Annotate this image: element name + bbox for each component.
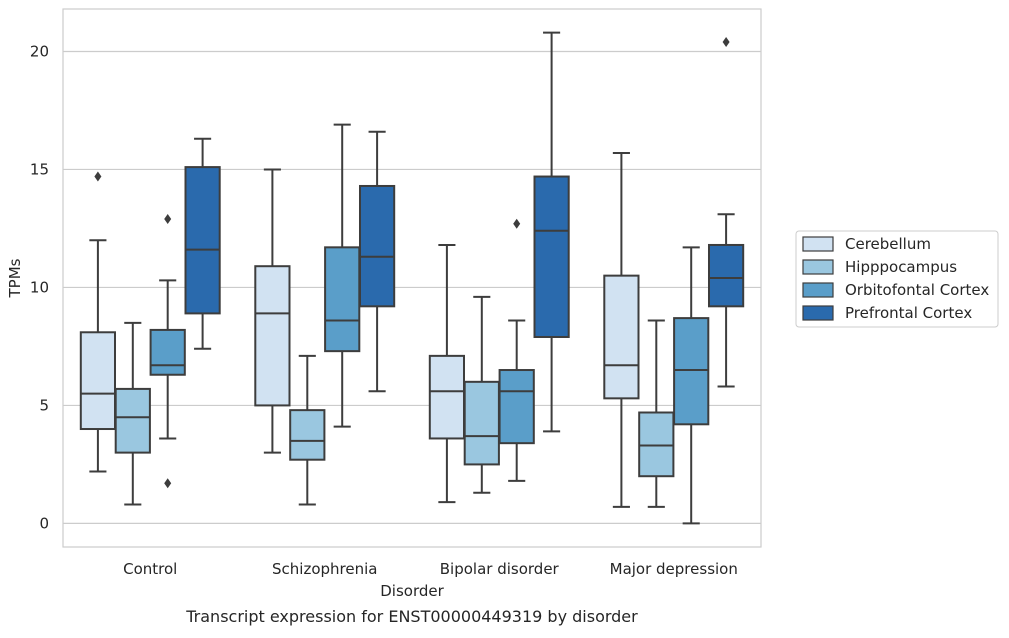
outlier-point: [164, 214, 172, 225]
iqr-box: [114, 387, 151, 454]
box-1-0: [254, 168, 291, 454]
box-3-1: [638, 319, 675, 508]
y-tick-label: 10: [30, 278, 49, 296]
box-1-1: [289, 354, 326, 506]
outlier-point: [164, 478, 172, 489]
iqr-box: [149, 328, 186, 376]
iqr-box: [498, 369, 535, 445]
box-0-0: [79, 171, 117, 473]
legend-swatch: [802, 259, 834, 275]
gridlines: [63, 50, 761, 525]
y-tick-label: 0: [39, 514, 49, 532]
iqr-box: [463, 380, 500, 466]
box-1-3: [358, 130, 396, 393]
legend-label: Hipppocampus: [845, 258, 957, 276]
y-tick-label: 15: [30, 160, 49, 178]
box-3-0: [603, 151, 640, 508]
legend-frame: [795, 230, 999, 328]
box-2-3: [533, 31, 570, 433]
y-tick-labels: 0 5 10 15 20: [30, 42, 49, 532]
legend-swatch: [802, 236, 834, 252]
legend-label: Cerebellum: [845, 235, 931, 253]
outlier-point: [94, 171, 102, 182]
plot-frame: [62, 8, 762, 548]
iqr-box: [707, 243, 745, 308]
x-tick-labels: Control Schizophrenia Bipolar disorder Majo…: [123, 560, 738, 578]
iqr-box: [673, 317, 710, 426]
iqr-box: [603, 274, 640, 400]
box-3-2: [673, 246, 710, 525]
box-3-3: [707, 37, 745, 388]
box-2-2: [498, 218, 535, 482]
legend-label: Orbitofontal Cortex: [845, 281, 989, 299]
boxes: [79, 31, 745, 525]
box-0-3: [184, 137, 221, 350]
x-axis-label: Disorder: [380, 582, 444, 600]
box-2-1: [463, 295, 500, 494]
legend-label: Prefrontal Cortex: [845, 304, 972, 322]
legend-swatch: [802, 282, 834, 298]
x-tick-label: Schizophrenia: [272, 560, 377, 578]
x-tick-label: Bipolar disorder: [440, 560, 560, 578]
iqr-box: [358, 184, 396, 308]
iqr-box: [324, 246, 361, 353]
outlier-point: [722, 37, 730, 48]
legend: Cerebellum Hipppocampus Orbitofontal Corte…: [795, 230, 999, 328]
legend-swatch: [802, 305, 834, 321]
box-2-0: [428, 243, 466, 504]
iqr-box: [428, 354, 466, 440]
iqr-box: [638, 411, 675, 478]
box-1-2: [324, 123, 361, 428]
outlier-point: [513, 218, 521, 229]
x-tick-label: Control: [123, 560, 177, 578]
x-tick-label: Major depression: [610, 560, 738, 578]
iqr-box: [184, 166, 221, 315]
box-0-2: [149, 214, 186, 489]
iqr-box: [289, 409, 326, 461]
iqr-box: [254, 265, 291, 407]
iqr-box: [79, 331, 117, 431]
box-0-1: [114, 321, 151, 506]
iqr-box: [533, 175, 570, 338]
y-axis-label: TPMs: [6, 258, 24, 298]
y-tick-label: 20: [30, 42, 49, 60]
y-tick-label: 5: [39, 396, 49, 414]
chart-caption: Transcript expression for ENST0000044931…: [185, 607, 638, 626]
